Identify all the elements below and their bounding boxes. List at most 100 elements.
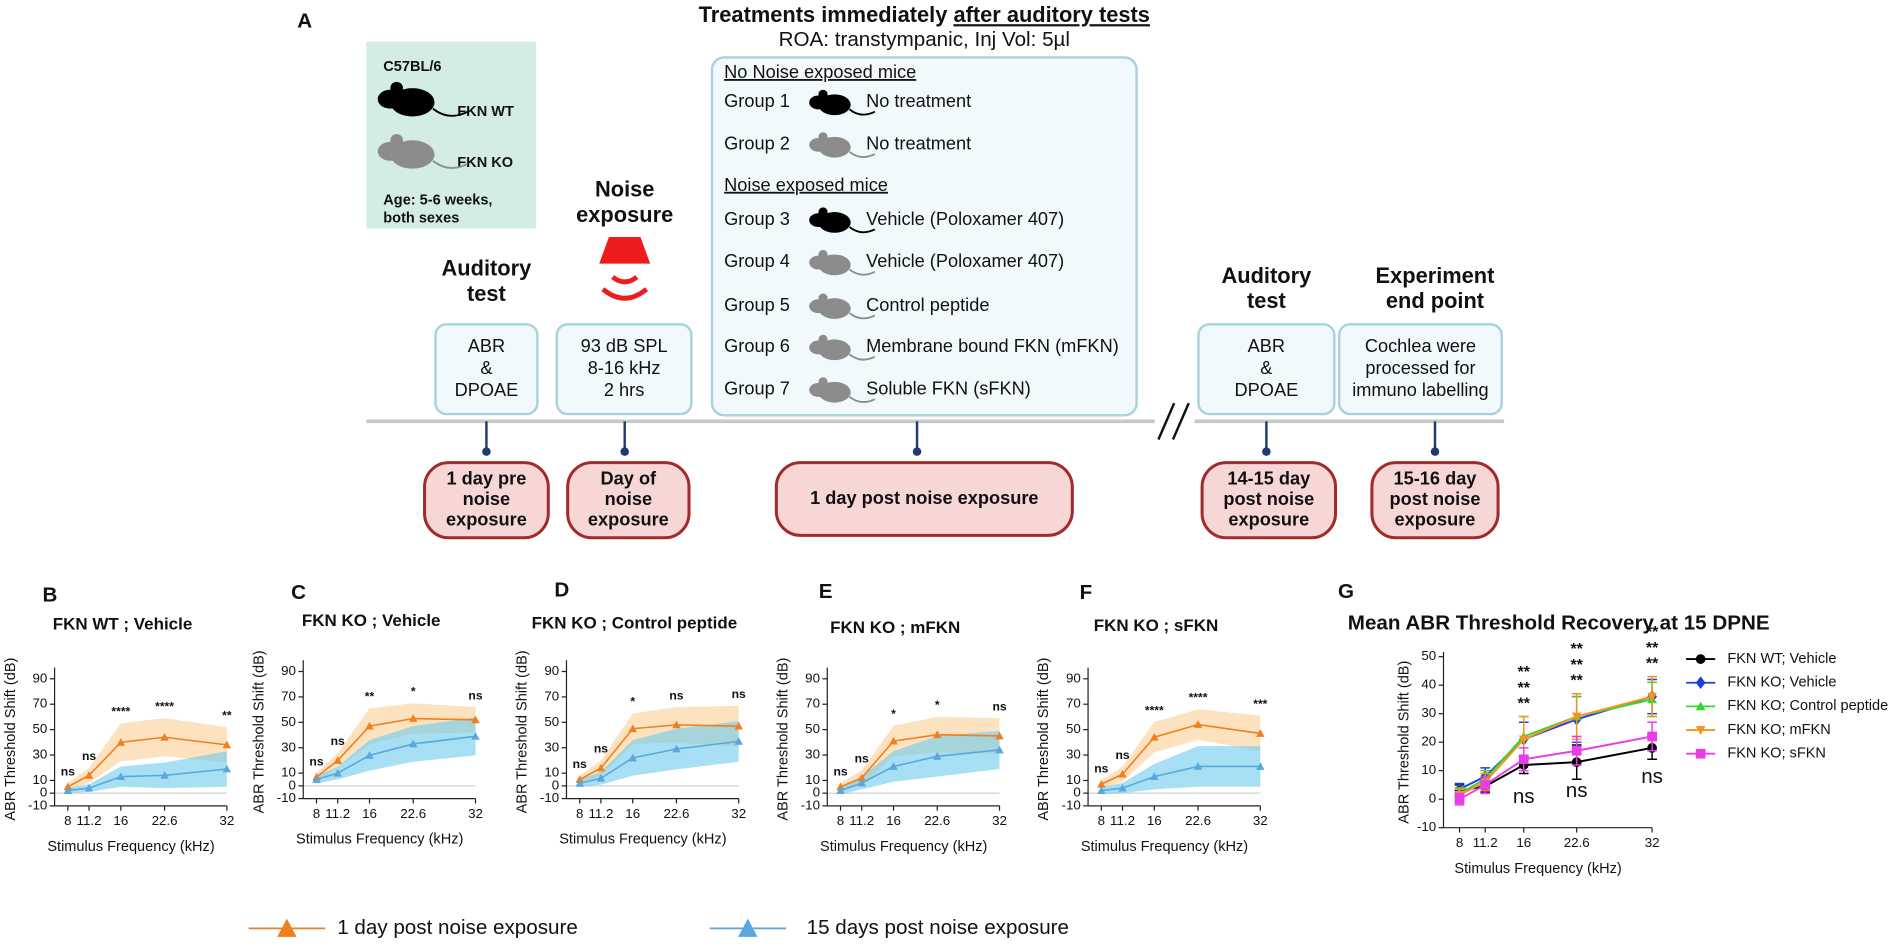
x-tick-label: 32 xyxy=(731,806,746,821)
significance: ** xyxy=(1571,657,1584,674)
y-tick-label: 30 xyxy=(544,739,559,754)
x-tick-label: 11.2 xyxy=(77,813,102,828)
stage-heading: Auditory xyxy=(442,255,533,280)
panel-letter: E xyxy=(819,580,833,603)
significance: ** xyxy=(1518,664,1531,681)
marker xyxy=(160,732,169,741)
time-text: post noise xyxy=(1390,489,1481,509)
x-tick-label: 8 xyxy=(64,813,71,828)
time-text: exposure xyxy=(588,510,669,530)
legend-marker xyxy=(1695,726,1706,735)
speaker-icon xyxy=(599,236,651,264)
box-text: DPOAE xyxy=(1235,380,1299,400)
significance: ns xyxy=(1641,765,1663,788)
y-axis-label: ABR Threshold Shift (dB) xyxy=(775,658,791,821)
y-tick-label: -10 xyxy=(277,790,296,805)
marker xyxy=(222,764,232,773)
legend-marker xyxy=(277,918,297,937)
x-tick-label: 16 xyxy=(1516,835,1531,850)
y-tick-label: 0 xyxy=(552,777,559,792)
y-tick-label: 0 xyxy=(813,785,820,800)
x-tick-label: 11.2 xyxy=(588,806,613,821)
treatment-title: Treatments immediately after auditory tes… xyxy=(699,2,1150,27)
x-tick-label: 32 xyxy=(992,813,1007,828)
error-band xyxy=(316,703,476,781)
x-tick-label: 8 xyxy=(313,806,320,821)
time-box xyxy=(423,461,550,540)
group-label: Group 3 xyxy=(724,209,790,229)
significance: **** xyxy=(111,705,130,719)
legend-label: FKN KO; sFKN xyxy=(1727,746,1826,762)
marker xyxy=(408,714,418,722)
x-axis-label: Stimulus Frequency (kHz) xyxy=(296,832,463,848)
marker xyxy=(995,745,1004,754)
x-tick-label: 11.2 xyxy=(1110,813,1135,828)
y-tick-label: 0 xyxy=(1429,791,1436,806)
marker xyxy=(596,774,606,782)
mouse-icon xyxy=(809,95,828,110)
x-tick-label: 32 xyxy=(468,806,483,821)
time-box xyxy=(774,461,1074,537)
connector-dot xyxy=(1262,447,1271,456)
legend-marker xyxy=(1695,748,1706,759)
stage-heading: Noise xyxy=(595,177,654,202)
significance: ns xyxy=(992,699,1006,713)
stage-box xyxy=(1197,323,1336,416)
box-text: ABR xyxy=(1248,336,1285,356)
y-tick-label: 0 xyxy=(289,777,296,792)
x-axis-label: Stimulus Frequency (kHz) xyxy=(1081,839,1248,855)
group-treatment: No treatment xyxy=(866,91,971,111)
marker xyxy=(1118,769,1127,778)
mouse-icon xyxy=(818,207,828,217)
significance: ns xyxy=(732,687,746,701)
mouse-icon xyxy=(848,353,876,361)
chart-title: FKN KO ; Control peptide xyxy=(532,613,738,632)
x-tick-label: 8 xyxy=(837,813,844,828)
marker xyxy=(471,732,480,740)
time-text: 1 day pre xyxy=(446,468,526,488)
time-text: 14-15 day xyxy=(1227,468,1311,488)
marker xyxy=(889,736,898,745)
y-tick-label: 30 xyxy=(1421,705,1436,720)
y-axis-label: ABR Threshold Shift (dB) xyxy=(251,650,267,813)
panel-letter: D xyxy=(554,579,569,602)
mouse-icon xyxy=(432,160,469,169)
group-treatment: Soluble FKN (sFKN) xyxy=(866,379,1031,399)
marker xyxy=(365,751,374,759)
mouse-icon xyxy=(848,312,876,320)
significance: * xyxy=(630,695,635,709)
significance: ns xyxy=(594,742,608,756)
x-tick-label: 32 xyxy=(1253,813,1268,828)
stage-heading: Experiment xyxy=(1376,263,1495,288)
chart-title: FKN KO ; mFKN xyxy=(830,618,960,637)
mouse-icon xyxy=(818,293,828,303)
time-box xyxy=(1200,461,1338,540)
x-axis-label: Stimulus Frequency (kHz) xyxy=(47,839,214,855)
significance: ns xyxy=(61,764,75,778)
connector-dot xyxy=(620,447,629,456)
group-treatment: Membrane bound FKN (mFKN) xyxy=(866,336,1119,356)
significance: ns xyxy=(331,734,345,748)
mouse-icon xyxy=(809,137,828,152)
legend-label: FKN KO; Control peptide xyxy=(1727,698,1888,714)
chart-title: FKN WT ; Vehicle xyxy=(53,615,193,634)
error-band xyxy=(316,717,476,784)
mouse-icon xyxy=(809,383,828,397)
y-tick-label: 10 xyxy=(544,765,559,780)
mouse-icon xyxy=(848,396,876,403)
significance: ns xyxy=(833,764,847,778)
connector-dot xyxy=(912,447,922,456)
y-tick-label: 70 xyxy=(1066,696,1081,711)
y-tick-label: 50 xyxy=(544,714,559,729)
y-tick-label: 90 xyxy=(1066,670,1081,685)
mouse-icon xyxy=(818,377,828,387)
legend-label: 15 days post noise exposure xyxy=(807,916,1069,939)
marker xyxy=(672,744,681,753)
x-tick-label: 22.6 xyxy=(1564,835,1590,850)
box-text: 2 hrs xyxy=(604,380,644,400)
time-text: exposure xyxy=(1395,510,1476,530)
significance: ns xyxy=(669,688,683,702)
marker xyxy=(933,730,942,739)
